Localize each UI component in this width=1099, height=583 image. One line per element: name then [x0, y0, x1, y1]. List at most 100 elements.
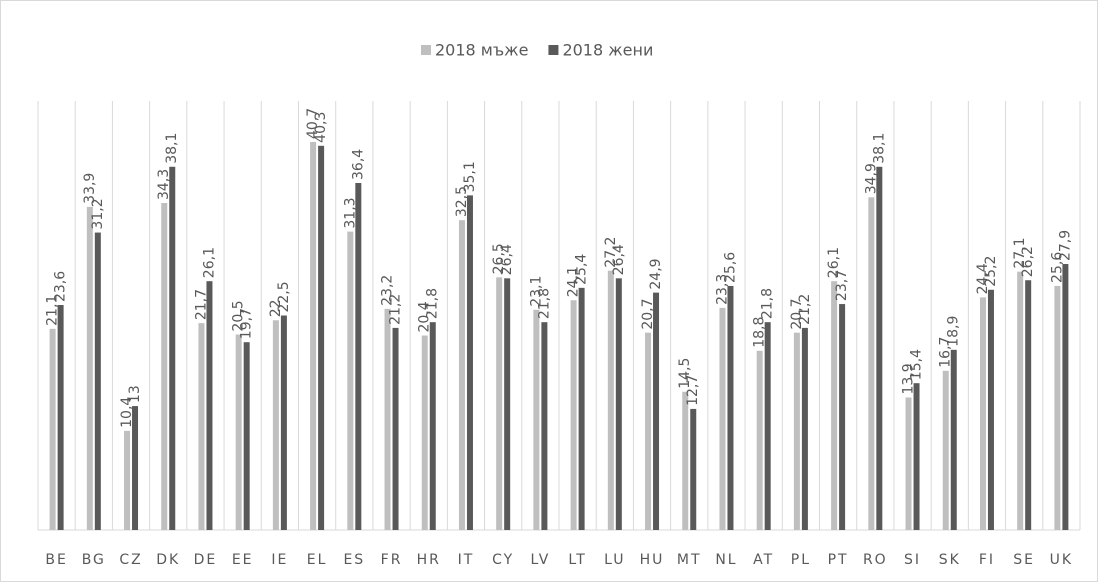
- bar: [653, 292, 660, 530]
- legend-swatch: [421, 45, 431, 55]
- value-label: 26,2: [1020, 246, 1036, 277]
- bar: [384, 308, 391, 530]
- bar: [913, 383, 920, 530]
- bar: [466, 195, 473, 530]
- value-label: 40,7: [305, 108, 321, 139]
- bar: [690, 408, 697, 530]
- x-tick-label: FR: [381, 552, 403, 568]
- value-label: 34,9: [863, 163, 879, 194]
- bar: [942, 370, 949, 530]
- value-label: 35,1: [462, 161, 478, 192]
- x-tick-label: SI: [904, 552, 921, 568]
- bar: [235, 334, 242, 530]
- x-tick-label: NL: [715, 552, 737, 568]
- bar: [868, 197, 875, 530]
- value-label: 23,3: [714, 274, 730, 305]
- value-label: 23,2: [380, 275, 396, 306]
- value-label: 26,1: [826, 247, 842, 278]
- value-label: 15,4: [909, 349, 925, 380]
- value-label: 27,1: [1012, 237, 1028, 268]
- bar: [198, 323, 205, 530]
- value-label: 24,1: [566, 266, 582, 297]
- value-label: 21,8: [760, 288, 776, 319]
- bar: [458, 220, 465, 530]
- bar: [756, 350, 763, 530]
- value-label: 21,7: [193, 289, 209, 320]
- value-label: 36,4: [350, 149, 366, 180]
- value-label: 26,5: [491, 243, 507, 274]
- x-tick-label: AT: [753, 552, 774, 568]
- value-label: 22: [268, 299, 284, 317]
- x-tick-label: LV: [530, 552, 550, 568]
- x-tick-label: PT: [828, 552, 849, 568]
- x-tick-label: HU: [640, 552, 665, 568]
- bar: [533, 309, 540, 530]
- value-label: 40,3: [313, 112, 329, 143]
- bar: [764, 322, 771, 530]
- x-tick-label: ES: [343, 552, 365, 568]
- legend-label: 2018 жени: [562, 41, 653, 60]
- value-label: 21,2: [797, 294, 813, 325]
- value-label: 27,2: [603, 237, 619, 268]
- value-label: 12,7: [685, 375, 701, 406]
- x-tick-label: IE: [271, 552, 288, 568]
- value-label: 25,4: [574, 254, 590, 285]
- x-tick-label: HR: [417, 552, 441, 568]
- bar: [831, 281, 838, 530]
- x-tick-label: BE: [45, 552, 67, 568]
- value-label: 22,5: [276, 281, 292, 312]
- bar: [243, 342, 250, 530]
- value-label: 33,9: [82, 173, 98, 204]
- bar: [310, 141, 317, 530]
- legend-swatch: [548, 45, 559, 55]
- value-label: 21,1: [45, 295, 61, 326]
- value-label: 26,4: [611, 244, 627, 275]
- bar: [607, 270, 614, 530]
- value-label: 31,3: [342, 197, 358, 228]
- x-tick-label: UK: [1050, 552, 1073, 568]
- bar: [719, 307, 726, 530]
- bar: [727, 285, 734, 530]
- bar: [504, 278, 511, 530]
- value-label: 34,3: [156, 169, 172, 200]
- bar: [94, 232, 101, 530]
- value-label: 25,6: [1049, 252, 1065, 283]
- bar: [1062, 264, 1069, 530]
- value-label: 21,8: [425, 288, 441, 319]
- bar: [1017, 271, 1024, 530]
- value-label: 31,2: [90, 198, 106, 229]
- x-tick-label: FI: [979, 552, 995, 568]
- bar: [1054, 285, 1061, 530]
- value-label: 24,9: [648, 258, 664, 289]
- value-label: 20,7: [789, 298, 805, 329]
- x-tick-label: BG: [82, 552, 106, 568]
- bar: [987, 289, 994, 530]
- value-label: 38,1: [164, 133, 180, 164]
- bar: [541, 322, 548, 530]
- value-label: 26,1: [201, 247, 217, 278]
- bar: [876, 166, 883, 530]
- value-label: 27,9: [1057, 230, 1073, 261]
- bar: [355, 182, 362, 530]
- bar: [979, 297, 986, 530]
- value-label: 23,1: [528, 276, 544, 307]
- value-label: 25,6: [722, 252, 738, 283]
- bar: [421, 335, 428, 530]
- x-tick-label: LU: [604, 552, 625, 568]
- value-label: 13,9: [901, 363, 917, 394]
- value-label: 23,7: [834, 270, 850, 301]
- bar: [124, 430, 131, 530]
- bar: [905, 397, 912, 530]
- bar: [793, 332, 800, 530]
- x-tick-label: SE: [1013, 552, 1035, 568]
- bar: [49, 328, 56, 530]
- value-label: 20,5: [231, 300, 247, 331]
- x-tick-label: DK: [156, 552, 180, 568]
- value-label: 10,4: [119, 397, 135, 428]
- bar: [615, 278, 622, 530]
- bar: [496, 277, 503, 530]
- bar: [161, 203, 168, 531]
- x-tick-label: CZ: [119, 552, 142, 568]
- bar: [280, 315, 287, 530]
- bar: [429, 322, 436, 530]
